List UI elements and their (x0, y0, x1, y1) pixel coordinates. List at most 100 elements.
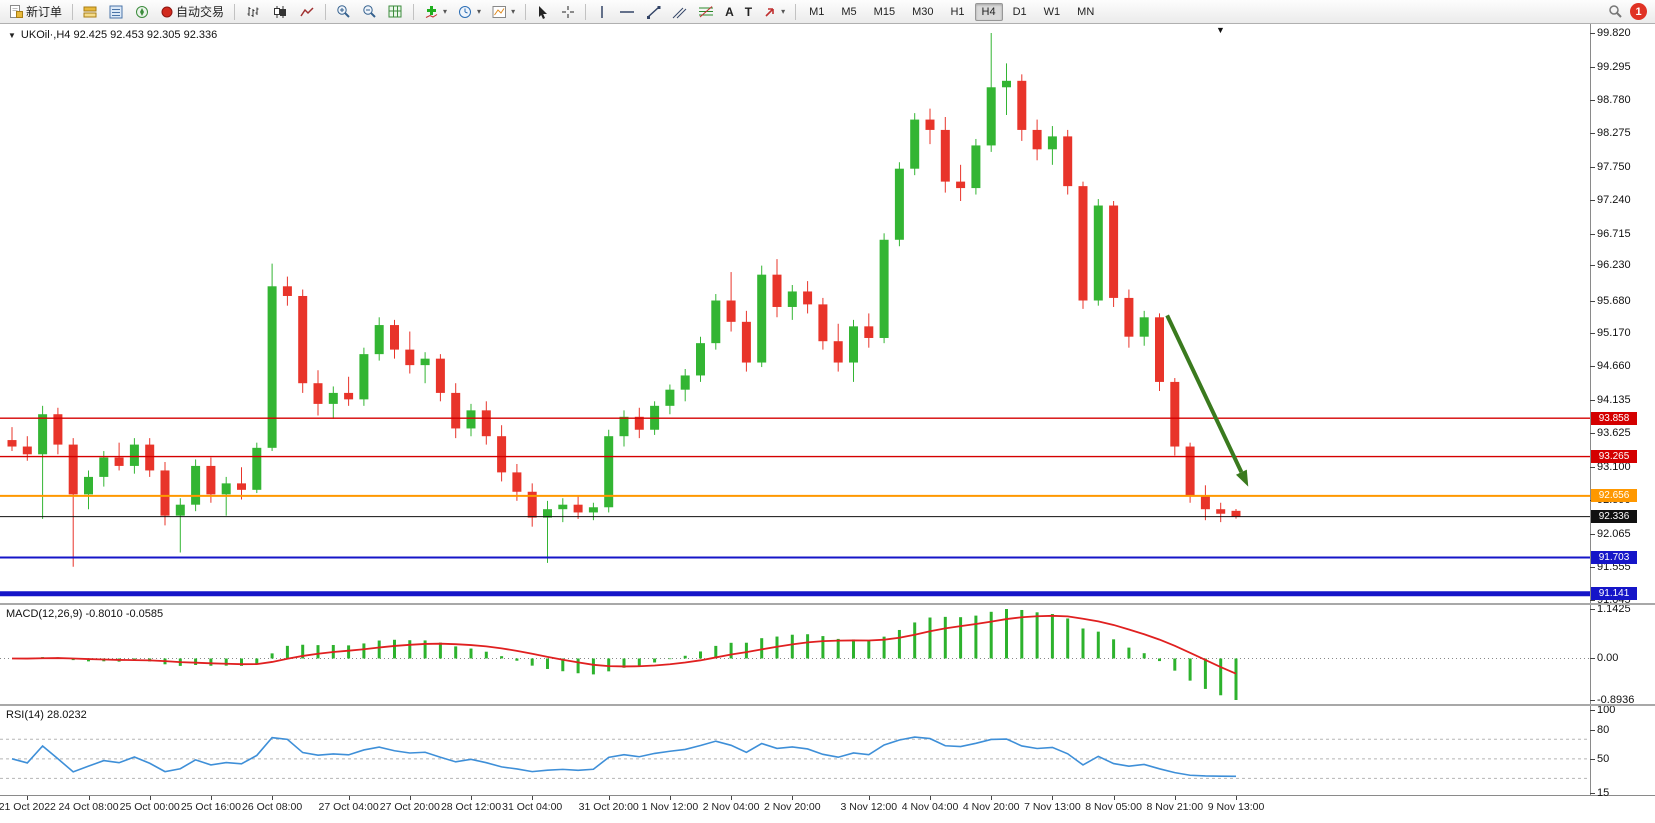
zoom-in-button[interactable] (331, 1, 356, 23)
candle-bearish (1124, 297, 1134, 337)
time-axis-label: 2 Nov 20:00 (763, 801, 821, 813)
navigator-button[interactable] (130, 1, 155, 23)
candle-bearish (1170, 381, 1180, 447)
time-axis-tick-mark (348, 796, 350, 800)
time-axis-label: 4 Nov 04:00 (901, 801, 959, 813)
notification-badge[interactable]: 1 (1630, 3, 1647, 20)
candle-bearish (803, 291, 813, 305)
tile-windows-button[interactable] (383, 1, 408, 23)
price-axis-tick-label: 94.660 (1597, 360, 1631, 373)
price-axis-tick-label: 95.170 (1597, 327, 1631, 340)
rsi-scale-tick-mark (1590, 758, 1595, 760)
candle-bearish (481, 410, 491, 437)
cursor-tool-button[interactable] (531, 1, 555, 23)
price-axis-tick-label: 98.780 (1597, 94, 1631, 107)
trend-arrow-line[interactable] (1165, 314, 1244, 473)
auto-trading-button[interactable]: 自动交易 (156, 1, 229, 23)
candle-bearish (160, 470, 170, 516)
price-axis-border (1590, 24, 1591, 796)
candle-bearish (1017, 80, 1027, 130)
time-axis-tick-mark (409, 796, 411, 800)
chevron-down-icon: ▾ (781, 7, 786, 16)
time-axis-tick-mark (608, 796, 610, 800)
candle-bullish (374, 325, 384, 355)
trend-arrow-head[interactable] (1235, 469, 1249, 487)
timeframe-h4-button[interactable]: H4 (974, 2, 1003, 21)
price-axis-tick-mark (1590, 264, 1595, 266)
chart-shift-marker-icon[interactable]: ▼ (1216, 25, 1225, 35)
candle-bearish (145, 444, 155, 471)
candle-bullish (711, 300, 721, 344)
candle-bullish (359, 354, 369, 400)
candle-bearish (451, 392, 461, 429)
trendline-tool-button[interactable] (641, 1, 666, 23)
time-axis-label: 25 Oct 16:00 (180, 801, 241, 813)
bar-chart-button[interactable] (240, 1, 266, 23)
candle-bullish (267, 286, 277, 448)
new-order-button[interactable]: 新订单 (4, 1, 67, 23)
timeframe-m30-button[interactable]: M30 (912, 5, 934, 18)
crosshair-tool-button[interactable] (556, 1, 580, 23)
market-watch-button[interactable] (78, 1, 103, 23)
time-axis-tick-mark (532, 796, 534, 800)
candle-bullish (1093, 205, 1103, 301)
rsi-scale-label: 15 (1597, 787, 1610, 799)
time-axis-tick-mark (669, 796, 671, 800)
templates-button[interactable]: ▾ (487, 1, 520, 23)
text-label-tool-label: T (744, 4, 753, 19)
candle-bearish (405, 349, 415, 366)
panel-splitter[interactable] (0, 704, 1655, 706)
candle-bullish (619, 416, 629, 437)
arrows-tool-button[interactable]: ▾ (758, 1, 790, 23)
cursor-arrow-icon (536, 5, 550, 19)
vertical-line-tool-button[interactable] (591, 1, 613, 23)
timeframe-m1-button[interactable]: M1 (809, 5, 825, 18)
zoom-in-icon (336, 4, 351, 19)
candle-bullish (558, 504, 568, 510)
indicators-button[interactable]: ▾ (419, 1, 452, 23)
timeframe-d1-button[interactable]: D1 (1012, 5, 1027, 18)
search-icon[interactable] (1608, 4, 1623, 19)
zoom-out-button[interactable] (357, 1, 382, 23)
candlestick-chart-button[interactable] (267, 1, 293, 23)
candle-bullish (588, 507, 598, 513)
candle-bearish (1109, 205, 1119, 298)
time-axis-tick-mark (792, 796, 794, 800)
candle-bullish (99, 457, 109, 477)
line-chart-button[interactable] (294, 1, 320, 23)
time-axis-tick-mark (27, 796, 29, 800)
time-axis-label: 4 Nov 20:00 (962, 801, 1020, 813)
candle-bearish (772, 274, 782, 307)
channel-tool-button[interactable] (667, 1, 692, 23)
timeframe-w1-button[interactable]: W1 (1043, 5, 1061, 18)
price-axis-tick-mark (1590, 433, 1595, 435)
candle-bullish (84, 476, 93, 495)
main-price-chart (0, 33, 1590, 597)
price-level-badge: 92.336 (1591, 510, 1637, 524)
candle-bearish (726, 300, 736, 322)
periods-button[interactable]: ▾ (453, 1, 486, 23)
timeframe-m15-button[interactable]: M15 (873, 5, 896, 18)
rsi-line (11, 736, 1237, 778)
candle-bullish (420, 358, 430, 366)
new-order-icon (9, 4, 23, 19)
fibonacci-tool-button[interactable] (693, 1, 719, 23)
horizontal-line-tool-button[interactable] (614, 1, 640, 23)
timeframe-m5-button[interactable]: M5 (841, 5, 857, 18)
text-label-tool-button[interactable]: T (740, 1, 757, 23)
timeframe-mn-button[interactable]: MN (1077, 5, 1095, 18)
timeframe-h1-button[interactable]: H1 (950, 5, 965, 18)
panel-splitter[interactable] (0, 603, 1655, 605)
symbol-dropdown-icon[interactable]: ▼ (8, 30, 16, 40)
auto-trading-icon (161, 6, 173, 18)
candle-bullish (466, 410, 476, 429)
text-tool-button[interactable]: A (720, 1, 739, 23)
candle-bearish (512, 472, 522, 492)
data-window-button[interactable] (104, 1, 129, 23)
candle-bearish (1200, 496, 1210, 510)
time-axis-label: 7 Nov 13:00 (1024, 801, 1081, 813)
toolbar-separator (585, 3, 587, 20)
macd-scale-tick-mark (1590, 609, 1595, 610)
price-axis-tick-mark (1590, 233, 1595, 235)
